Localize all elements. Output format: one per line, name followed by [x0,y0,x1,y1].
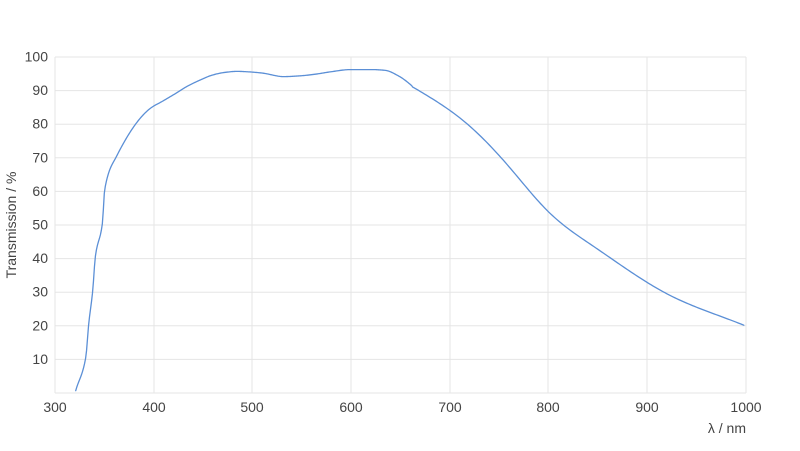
svg-text:60: 60 [32,183,48,199]
svg-text:50: 50 [32,217,48,233]
svg-text:20: 20 [32,317,48,333]
svg-text:30: 30 [32,284,48,300]
svg-text:100: 100 [25,49,49,65]
svg-text:70: 70 [32,149,48,165]
svg-text:500: 500 [240,399,264,415]
svg-text:80: 80 [32,116,48,132]
svg-text:600: 600 [339,399,363,415]
svg-text:800: 800 [536,399,560,415]
svg-text:Transmission / %: Transmission / % [3,172,19,279]
svg-text:40: 40 [32,250,48,266]
svg-text:10: 10 [32,351,48,367]
svg-text:700: 700 [438,399,462,415]
svg-text:400: 400 [142,399,166,415]
svg-text:1000: 1000 [730,399,761,415]
svg-text:900: 900 [635,399,659,415]
svg-text:λ / nm: λ / nm [708,420,746,436]
svg-text:90: 90 [32,82,48,98]
svg-text:300: 300 [43,399,67,415]
